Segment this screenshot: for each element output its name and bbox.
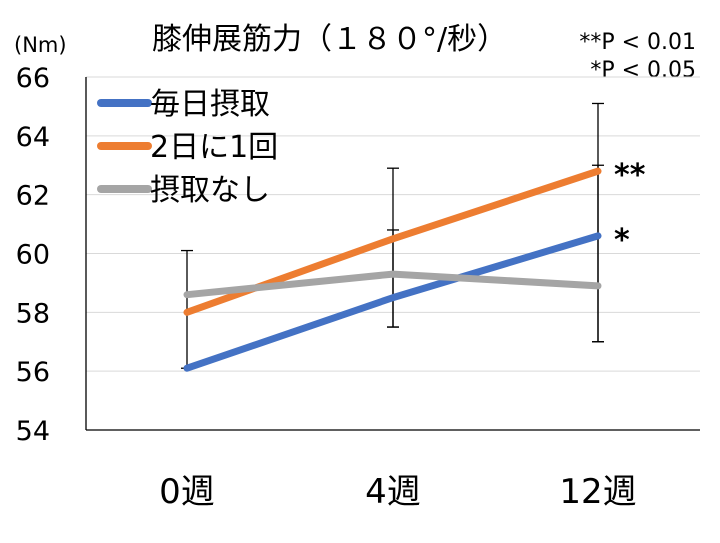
legend-label: 摂取なし (150, 173, 270, 208)
series-line (183, 270, 602, 299)
x-axis-ticks: 0週 4週 12週 (159, 472, 636, 512)
significance-note-p005: *P < 0.05 (590, 58, 696, 83)
legend-label: 毎日摂取 (150, 87, 270, 122)
y-tick-label: 64 (16, 122, 50, 153)
y-axis-unit-label: (Nm) (14, 33, 67, 57)
y-tick-label: 62 (16, 181, 50, 212)
y-tick-label: 58 (16, 298, 50, 329)
y-tick-label: 66 (16, 63, 50, 94)
x-tick-label: 4週 (365, 472, 421, 512)
axes (85, 77, 700, 431)
series-line (183, 232, 602, 372)
significance-mark: ** (614, 158, 646, 193)
significance-note-p001: **P < 0.01 (579, 30, 696, 55)
error-bars (181, 102, 604, 369)
y-tick-label: 54 (16, 416, 50, 447)
x-tick-label: 12週 (559, 472, 636, 512)
y-axis-ticks: 54 56 58 60 62 64 66 (16, 63, 50, 447)
series-lines (183, 167, 602, 372)
y-tick-label: 56 (16, 357, 50, 388)
chart-title: 膝伸展筋力（１８０°/秒） (152, 22, 507, 57)
y-tick-label: 60 (16, 240, 50, 271)
significance-mark: * (614, 223, 630, 258)
legend-label: 2日に1回 (150, 130, 278, 165)
x-tick-label: 0週 (159, 472, 215, 512)
significance-marks: *** (614, 158, 646, 258)
